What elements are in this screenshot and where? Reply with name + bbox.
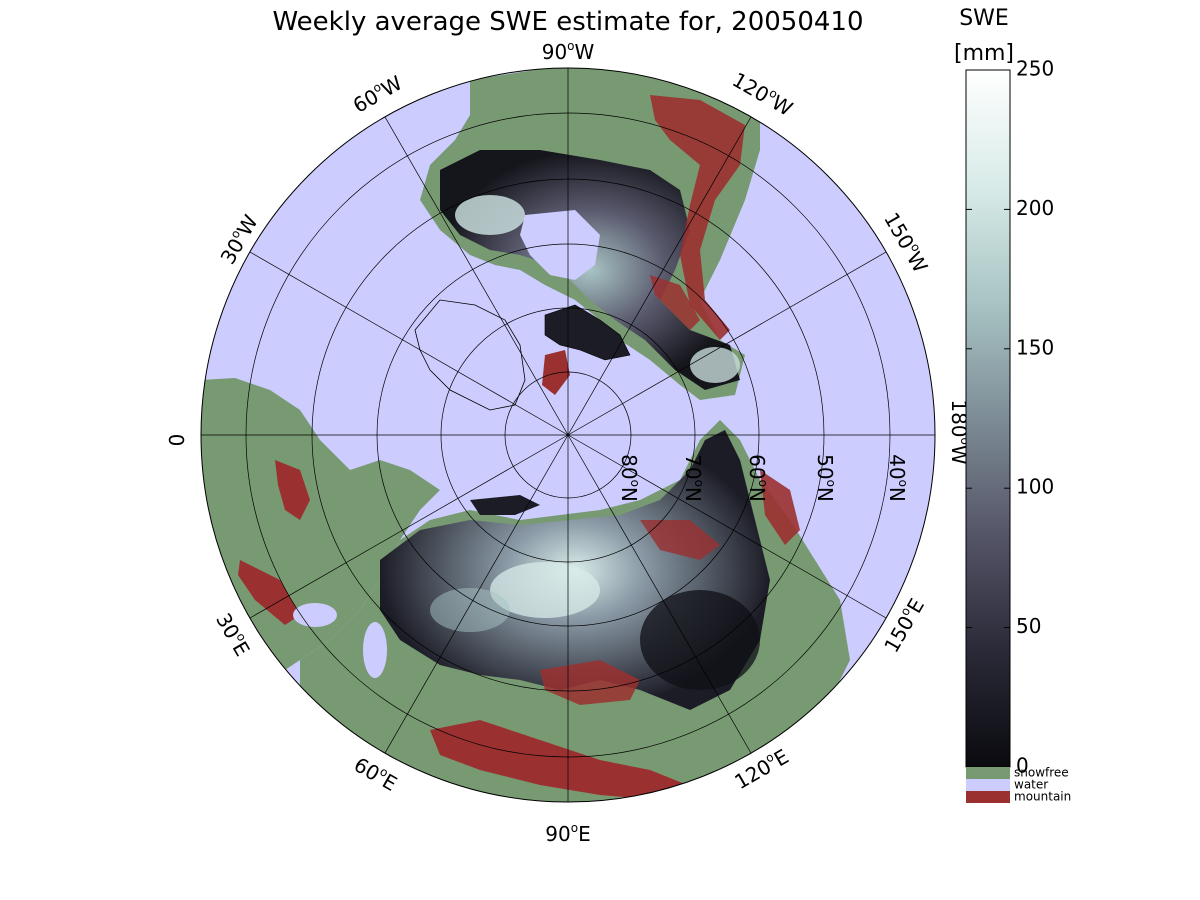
hudson-bay (520, 210, 600, 280)
colorbar-gradient (965, 69, 1011, 768)
caspian-sea (363, 622, 387, 678)
europe-landmass (201, 378, 440, 680)
scandinavian-mountains (275, 460, 310, 520)
land-layer (201, 68, 850, 802)
lat-50n-label: 50oN (814, 454, 839, 502)
colorbar-tick-label: 250 (1016, 57, 1054, 81)
lon-90w-label: 90oW (542, 39, 595, 64)
latitude-labels: 80oN 70oN 60oN 50oN 40oN (618, 454, 911, 502)
labrador-snow-light (455, 195, 525, 235)
alaska-range (650, 275, 700, 330)
kamchatka-mountains (760, 470, 800, 545)
colorbar: SWE [mm] 0 50 100 150 200 250 snowfreewatermo… (954, 6, 1071, 804)
legend-swatch-mountain (966, 791, 1010, 803)
legend-label-water: water (1014, 778, 1048, 792)
east-siberia-dark (640, 590, 760, 690)
siberia-snow-light (490, 562, 600, 618)
arctic-archipelago (544, 304, 631, 361)
colorbar-title-swe: SWE (959, 6, 1009, 31)
alps-region (238, 560, 300, 625)
rocky-mountains (650, 95, 745, 340)
colorbar-tick-label: 100 (1016, 475, 1054, 499)
far-east-mountains (640, 520, 720, 560)
black-sea (293, 603, 337, 627)
central-asia-mountains (430, 720, 700, 800)
legend-swatch-snowfree (966, 767, 1010, 779)
greenland (414, 299, 526, 411)
map-border (200, 67, 936, 803)
colorbar-tick-label: 0 (1016, 754, 1029, 778)
map-title: Weekly average SWE estimate for, 2005041… (272, 7, 863, 37)
lat-60n-label: 60oN (746, 454, 771, 502)
legend-label-mountain: mountain (1014, 790, 1071, 804)
colorbar-tick-label: 50 (1016, 614, 1041, 638)
legend-label-snowfree: snowfree (1014, 766, 1069, 780)
lat-40n-label: 40oN (886, 454, 911, 502)
baffin-mountains (542, 350, 570, 395)
alaska-snow-light (690, 347, 740, 383)
lon-0-label: 0 (165, 434, 189, 447)
lat-80n-label: 80oN (618, 454, 643, 502)
legend-swatch-water (966, 779, 1010, 791)
colorbar-tick-label: 150 (1016, 335, 1054, 359)
graticule (201, 68, 935, 802)
siberia-snow-mid (430, 588, 510, 632)
altai-mountains (540, 660, 640, 705)
lon-90e-label: 90oE (545, 821, 590, 846)
novaya-zemlya (470, 495, 540, 515)
colorbar-ticks: 0 50 100 150 200 250 (966, 57, 1054, 778)
polar-map (200, 67, 936, 803)
colorbar-title-units: [mm] (954, 41, 1014, 66)
lat-70n-label: 70oN (682, 454, 707, 502)
colorbar-tick-label: 200 (1016, 196, 1054, 220)
